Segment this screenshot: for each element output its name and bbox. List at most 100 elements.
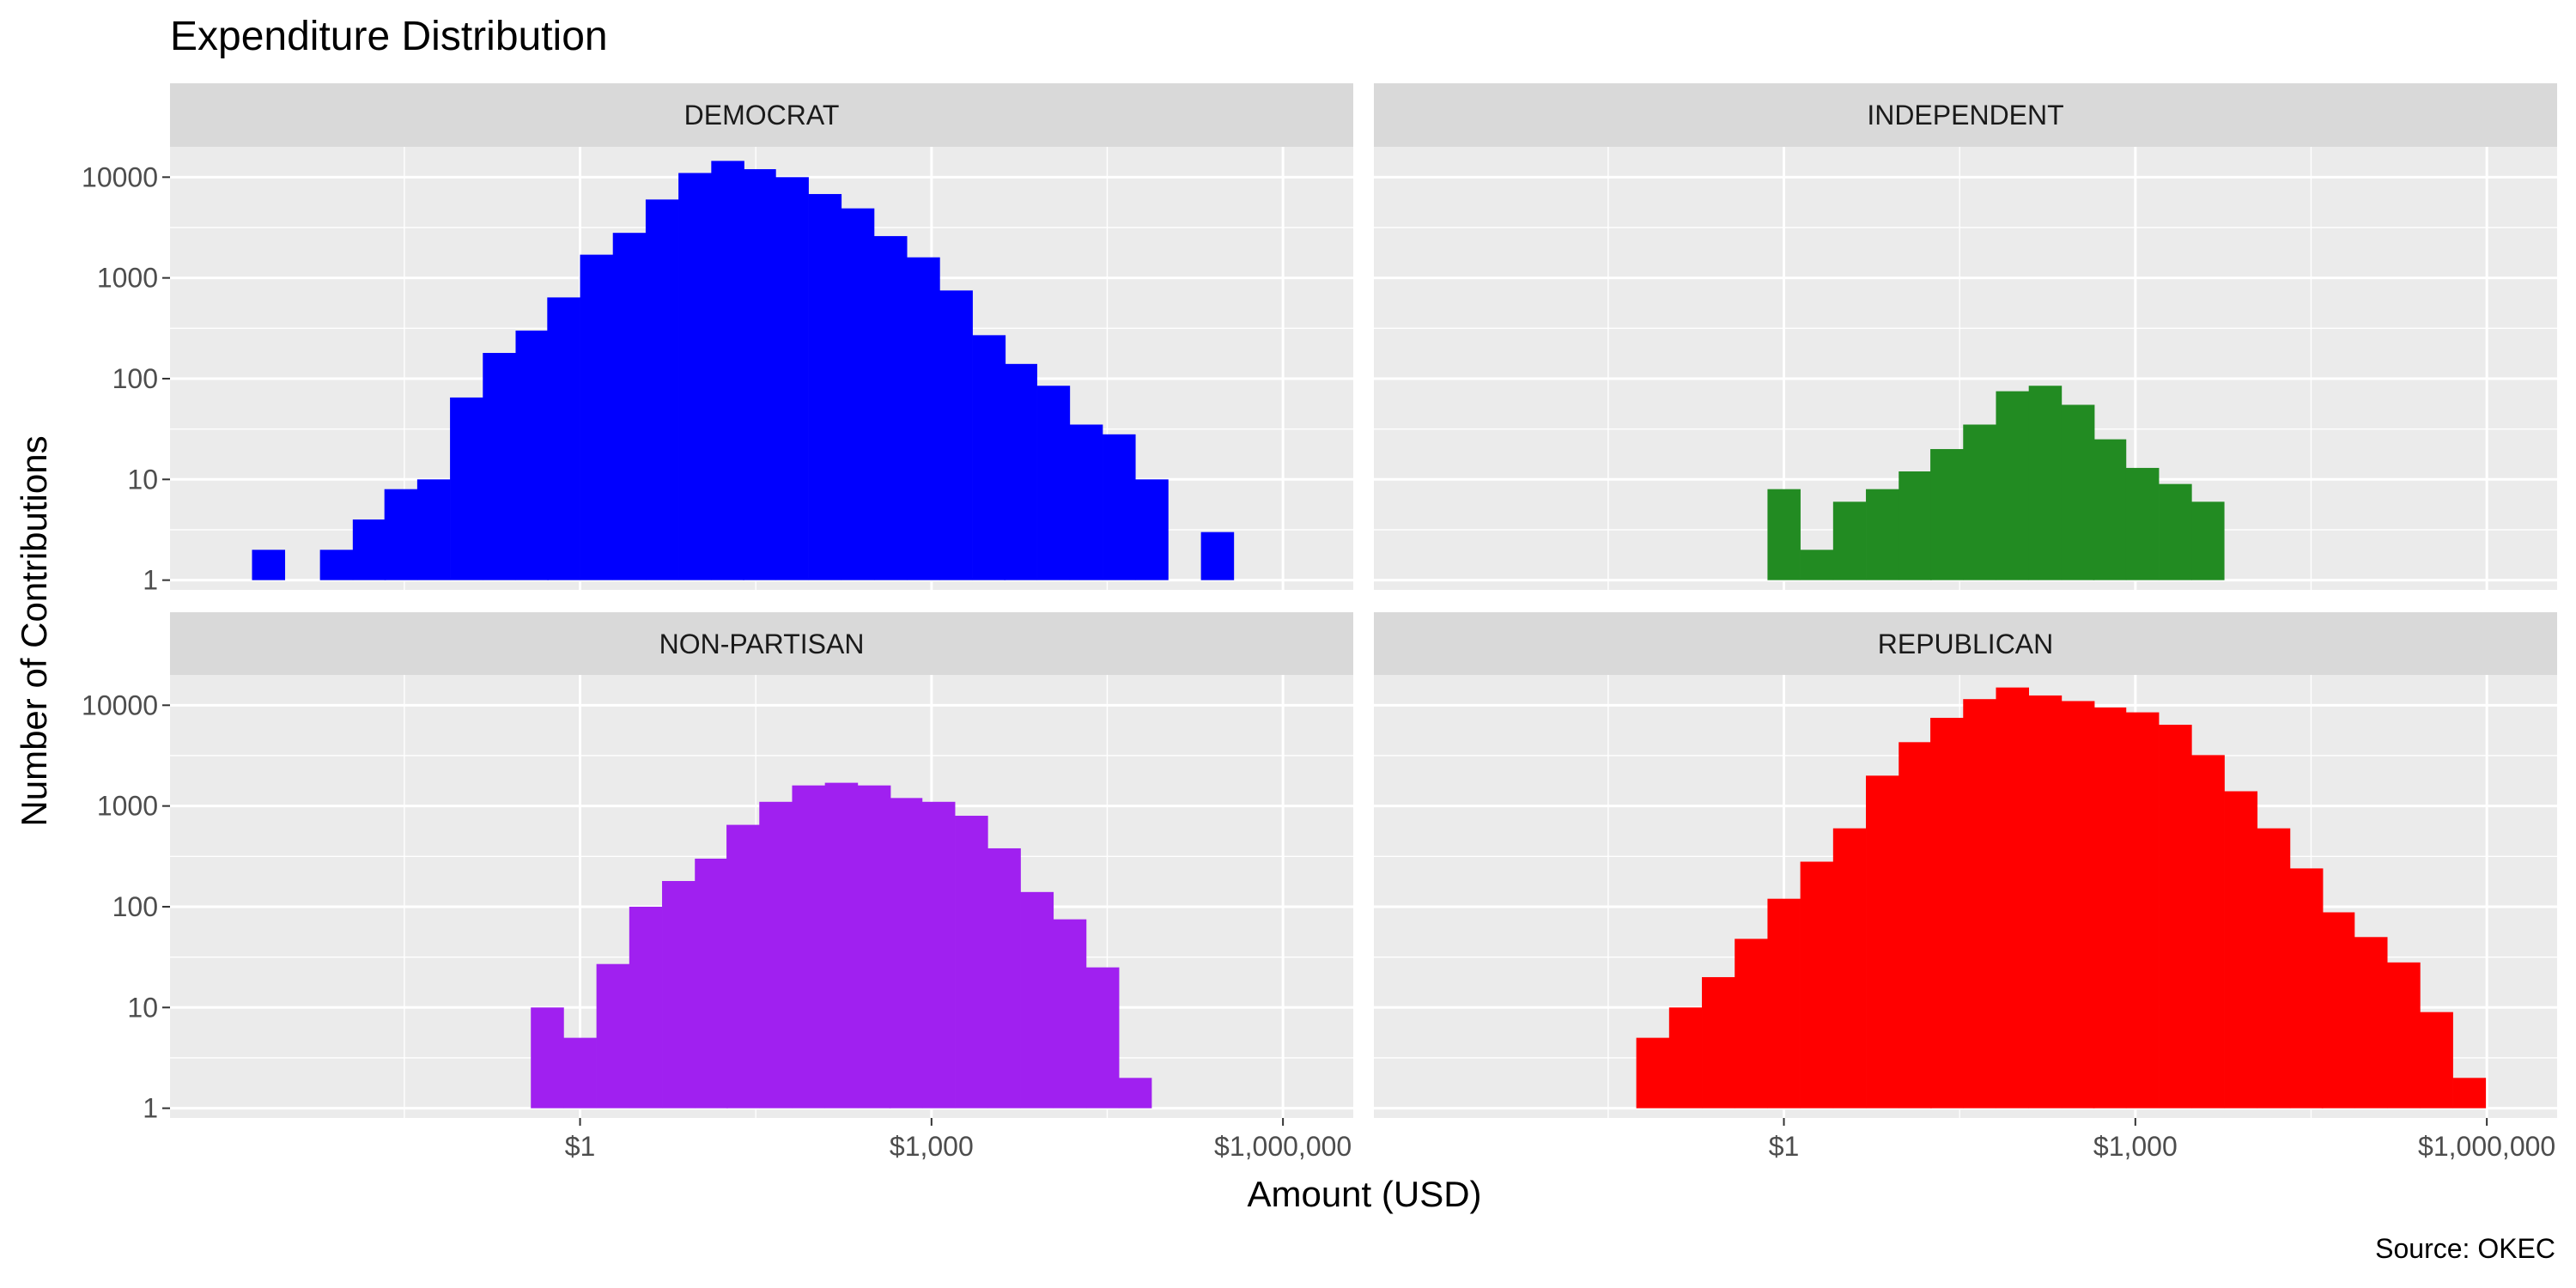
x-tick-label: $1,000,000 (2418, 1131, 2555, 1162)
histogram-bar (563, 1037, 597, 1109)
histogram-bar (515, 330, 550, 580)
x-tick-label: $1 (565, 1131, 596, 1162)
histogram-bar (695, 858, 728, 1109)
facet-panels: DEMOCRAT 1 10 100 1000 10000 INDEPENDENT NON-PA… (82, 83, 2557, 1162)
histogram-bar (711, 161, 744, 580)
histogram-bar (972, 335, 1006, 580)
histogram-bar (1735, 939, 1768, 1109)
x-tick-label: $1,000 (2093, 1131, 2178, 1162)
y-tick-label: 1000 (97, 263, 158, 294)
facet-strip-label: INDEPENDENT (1867, 100, 2063, 131)
histogram-bar (939, 290, 973, 580)
histogram-bar (1036, 386, 1071, 580)
histogram-bar (1767, 489, 1801, 580)
histogram-bar (857, 785, 891, 1109)
chart-title: Expenditure Distribution (170, 14, 608, 59)
histogram-bar (1020, 891, 1054, 1109)
histogram-bar (416, 479, 451, 580)
facet-strip-label: NON-PARTISAN (659, 629, 865, 659)
histogram-bar (1800, 861, 1834, 1109)
y-tick-label: 10 (127, 992, 158, 1023)
histogram-bar (808, 193, 842, 580)
histogram-bar (547, 297, 580, 580)
histogram-bar (1899, 471, 1932, 580)
x-axis-label: Amount (USD) (1247, 1174, 1481, 1214)
x-tick-label: $1 (1769, 1131, 1800, 1162)
histogram-bar (1996, 391, 2030, 580)
histogram-bar (2452, 1078, 2487, 1109)
facet-strip (170, 83, 1353, 147)
histogram-bar (2191, 755, 2225, 1109)
facet-strip (1374, 83, 2557, 147)
histogram-bar (824, 782, 859, 1109)
histogram-bar (1800, 550, 1834, 580)
histogram-bar (1963, 699, 1996, 1109)
facet-strip (1374, 612, 2557, 676)
histogram-bar (1930, 448, 1964, 580)
histogram-bar (1702, 976, 1735, 1109)
histogram-bar (2354, 937, 2388, 1109)
histogram-bar (2093, 707, 2127, 1109)
histogram-bar (841, 208, 875, 580)
histogram-bar (2093, 439, 2127, 580)
histogram-bar (2420, 1012, 2453, 1109)
histogram-bar (1767, 898, 1801, 1109)
histogram-bar (1200, 532, 1235, 580)
histogram-bar (2061, 701, 2095, 1109)
chart-caption: Source: OKEC (2375, 1233, 2555, 1264)
histogram-bar (792, 785, 826, 1109)
histogram-bar (1118, 1078, 1152, 1109)
histogram-bar (580, 254, 614, 580)
x-tick-label: $1,000 (890, 1131, 974, 1162)
histogram-bar (662, 881, 696, 1109)
histogram-bar (2028, 386, 2063, 580)
histogram-bar (1866, 489, 1899, 580)
histogram-bar (678, 173, 712, 580)
histogram-bar (319, 550, 354, 580)
histogram-bar (1053, 919, 1087, 1109)
histogram-bar (2061, 404, 2095, 580)
histogram-bar (2224, 791, 2258, 1109)
histogram-bar (1085, 967, 1120, 1109)
facet-strip (170, 612, 1353, 676)
histogram-bar (2159, 483, 2192, 580)
histogram-bar (1996, 687, 2030, 1109)
histogram-bar (612, 233, 647, 580)
y-tick-label: 1 (143, 1093, 158, 1124)
x-tick-label: $1,000,000 (1214, 1131, 1352, 1162)
histogram-bar (1069, 424, 1103, 580)
histogram-bar (2257, 828, 2291, 1109)
histogram-bar (1899, 742, 1932, 1109)
histogram-bar (2125, 467, 2160, 580)
histogram-bar (873, 235, 908, 580)
facet-republican: REPUBLICAN $1 $1,000 $1,000,000 (1374, 612, 2557, 1162)
histogram-bar (483, 353, 516, 580)
histogram-bar (2028, 695, 2063, 1109)
facet-independent: INDEPENDENT (1374, 83, 2557, 590)
histogram-bar (252, 550, 286, 580)
histogram-bar (596, 963, 630, 1109)
y-tick-label: 1000 (97, 791, 158, 822)
histogram-bar (775, 177, 809, 580)
histogram-bar (2159, 725, 2192, 1109)
y-axis-label: Number of Contributions (14, 435, 54, 826)
histogram-bar (1866, 775, 1899, 1109)
histogram-bar (987, 848, 1021, 1109)
histogram-bar (629, 906, 663, 1109)
histogram-bar (1636, 1037, 1670, 1109)
histogram-bar (1832, 501, 1867, 580)
histogram-bar (955, 816, 988, 1109)
histogram-bar (1668, 1007, 1703, 1109)
histogram-bar (2191, 501, 2225, 580)
histogram-bar (1103, 434, 1136, 580)
facet-strip-label: REPUBLICAN (1878, 629, 2054, 659)
histogram-bar (1963, 424, 1996, 580)
histogram-bar (1004, 363, 1037, 580)
histogram-bar (352, 519, 386, 580)
histogram-bar (743, 169, 776, 580)
facet-non-partisan: NON-PARTISAN 1 10 100 1000 10000 $1 $1,000 $1,00… (82, 612, 1353, 1162)
histogram-bar (1930, 717, 1964, 1109)
histogram-bar (726, 824, 760, 1109)
histogram-bar (1135, 479, 1169, 580)
histogram-bar (2321, 912, 2355, 1109)
